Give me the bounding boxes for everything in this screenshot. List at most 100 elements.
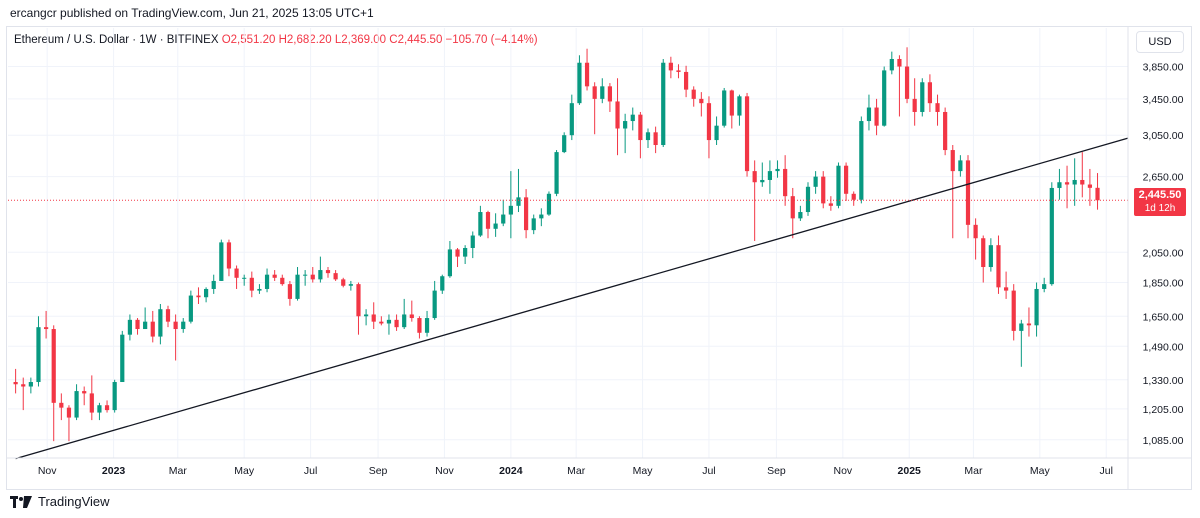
candle-body (943, 111, 948, 151)
x-tick-label: May (234, 465, 255, 477)
candle-body (539, 214, 544, 219)
candle (13, 368, 18, 394)
candle-body (1026, 323, 1032, 326)
candle (1072, 158, 1077, 206)
x-tick-label: May (1030, 465, 1051, 477)
candle (59, 393, 64, 421)
candle (744, 92, 750, 177)
y-tick-label: 1,850.00 (1143, 278, 1184, 290)
candle (1087, 168, 1093, 206)
candle-body (59, 402, 64, 408)
candle-body (501, 214, 506, 224)
candle (280, 274, 285, 286)
candle (630, 107, 635, 131)
candle-body (66, 407, 72, 418)
candle-body (699, 98, 704, 104)
currency-button[interactable]: USD (1136, 31, 1184, 53)
candle (127, 314, 133, 341)
candle (607, 83, 613, 112)
candle-body (120, 334, 125, 383)
candle-body (935, 103, 940, 112)
candle-body (371, 314, 376, 322)
symbol-name: Ethereum / U.S. Dollar · 1W · BITFINEX (14, 34, 219, 46)
candle (1019, 319, 1024, 367)
candle-body (447, 249, 453, 277)
candle (805, 182, 811, 216)
candle (645, 128, 651, 149)
candle (249, 271, 254, 298)
candle-body (523, 197, 529, 231)
last-price-value: 2,445.50 (1138, 189, 1182, 201)
candle-body (508, 205, 513, 215)
candle-body (196, 295, 201, 298)
candle (104, 400, 110, 413)
candle (66, 405, 72, 442)
candle (1003, 271, 1009, 299)
candle (729, 89, 734, 129)
candle-body (882, 70, 887, 126)
candle (242, 274, 247, 286)
candle-body (478, 212, 483, 236)
candle (798, 205, 803, 221)
candle (516, 168, 521, 213)
candle (257, 284, 262, 294)
candle (417, 316, 422, 339)
x-tick-label: Nov (833, 465, 852, 477)
candle-body (348, 284, 353, 286)
candle-body (28, 382, 33, 387)
x-tick-label: 2025 (898, 465, 922, 477)
candle (28, 377, 33, 394)
candle (623, 113, 628, 154)
candle-body (165, 309, 171, 322)
candle-body (36, 327, 41, 383)
candle (569, 94, 574, 141)
candle-body (965, 160, 971, 225)
candle (158, 304, 163, 345)
candle-body (691, 89, 696, 99)
candle-body (683, 71, 689, 90)
candle-body (112, 382, 117, 411)
candle (341, 277, 346, 288)
candle-body (729, 90, 734, 116)
candle-body (653, 132, 658, 146)
candle-body (318, 270, 323, 280)
candle (165, 305, 171, 328)
candle (196, 287, 201, 305)
candle (783, 155, 788, 206)
candle (226, 239, 232, 277)
candle-body (1011, 290, 1016, 331)
overlays (8, 137, 1129, 460)
candle (889, 51, 894, 75)
candle (577, 55, 582, 105)
candle (615, 78, 620, 156)
candle (1057, 168, 1062, 200)
candle (1095, 173, 1100, 210)
candle-body (1019, 323, 1024, 331)
candle-body (615, 101, 620, 129)
candle-body (97, 405, 102, 413)
candle (211, 274, 216, 294)
candle-body (554, 152, 559, 194)
candle-body (89, 393, 94, 413)
publisher-info: ercangcr published on TradingView.com, J… (10, 6, 374, 20)
candles (13, 47, 1100, 442)
candle (1034, 282, 1039, 337)
candle-body (623, 121, 628, 129)
candle-body (203, 288, 209, 298)
candle-body (760, 179, 765, 183)
candle-body (143, 321, 148, 330)
candle-body (379, 321, 384, 324)
candle-body (432, 290, 437, 319)
candle-body (242, 277, 247, 279)
close-value: C2,445.50 (389, 34, 443, 46)
candle-body (836, 165, 841, 206)
candle (363, 309, 369, 326)
candle-body (257, 288, 262, 291)
candle (706, 96, 712, 159)
candle-body (851, 193, 856, 200)
grid (8, 28, 1128, 458)
candle-body (272, 274, 277, 278)
candle-body (1057, 182, 1062, 188)
candle-body (43, 327, 49, 330)
